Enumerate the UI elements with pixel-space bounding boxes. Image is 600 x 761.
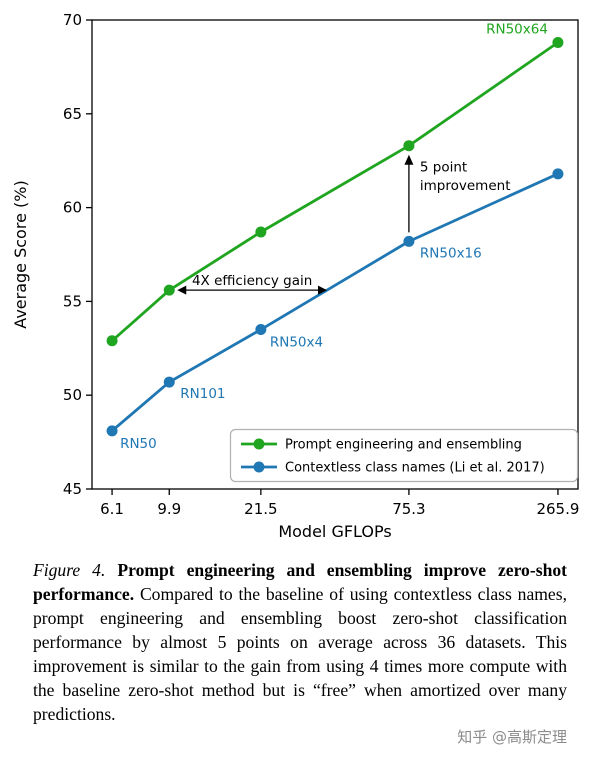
- legend-box: [229, 428, 579, 483]
- data-point: [163, 376, 175, 388]
- x-tick-label: 9.9: [157, 500, 181, 518]
- legend-label: Prompt engineering and ensembling: [285, 438, 522, 453]
- data-point: [255, 226, 267, 238]
- legend-label: Contextless class names (Li et al. 2017): [285, 461, 545, 476]
- figure-caption-body: Compared to the baseline of using contex…: [33, 584, 567, 724]
- watermark: 知乎 @高斯定理: [457, 728, 567, 746]
- data-point: [106, 425, 118, 437]
- x-tick-label: 21.5: [244, 500, 277, 518]
- data-point: [255, 324, 267, 336]
- data-point: [403, 235, 415, 247]
- data-point: [106, 335, 118, 347]
- x-tick-label: 6.1: [100, 500, 124, 518]
- point-label: RN50x16: [420, 245, 482, 261]
- legend-marker-dot: [253, 438, 265, 450]
- point-label: RN50x4: [270, 335, 323, 351]
- series-line-1: [111, 172, 559, 432]
- arrowhead-up: [404, 154, 414, 165]
- y-tick-label: 60: [63, 199, 82, 217]
- legend-marker-dot: [253, 461, 265, 473]
- y-tick-label: 70: [63, 11, 82, 29]
- point-label: RN50x64: [486, 22, 548, 38]
- point-label: RN101: [180, 386, 225, 402]
- efficiency-annotation-text: 4X efficiency gain: [192, 273, 312, 289]
- x-tick-label: 75.3: [392, 500, 425, 518]
- arrowhead-left: [177, 285, 187, 295]
- improvement-annotation-text: improvement: [420, 178, 511, 194]
- y-tick-label: 65: [63, 105, 82, 123]
- improvement-annotation-text: 5 point: [420, 160, 467, 176]
- plot-border: [91, 19, 579, 490]
- y-tick-label: 55: [63, 292, 82, 310]
- x-axis-label: Model GFLOPs: [278, 522, 391, 541]
- y-tick-label: 45: [63, 480, 82, 498]
- y-tick-label: 50: [63, 386, 82, 404]
- point-label: RN50: [120, 436, 157, 452]
- y-axis-label: Average Score (%): [11, 180, 30, 328]
- figure-title: Prompt engineering and ensembling improv…: [33, 560, 568, 604]
- line-chart: 45 50 55 60 65 70 6.1 9.9 21.5 75.3 265.9 Model GFL…: [11, 11, 579, 541]
- data-point: [403, 140, 415, 152]
- x-tick-label: 265.9: [536, 500, 579, 518]
- data-point: [163, 284, 175, 296]
- figure-label: Figure 4.: [33, 560, 106, 580]
- data-point: [552, 168, 564, 180]
- data-point: [552, 37, 564, 49]
- arrowhead-right: [318, 285, 328, 295]
- figure-caption: Figure 4. Prompt engineering and ensembl…: [33, 558, 567, 726]
